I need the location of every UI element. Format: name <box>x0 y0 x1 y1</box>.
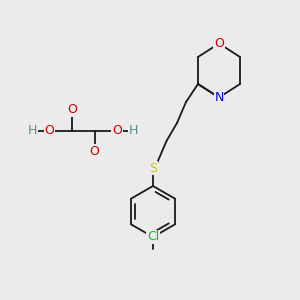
Text: S: S <box>149 161 157 175</box>
Text: O: O <box>67 103 77 116</box>
Text: O: O <box>90 145 99 158</box>
Text: Cl: Cl <box>147 230 159 244</box>
Text: O: O <box>214 37 224 50</box>
Text: O: O <box>45 124 54 137</box>
Text: H: H <box>129 124 138 137</box>
Text: H: H <box>28 124 37 137</box>
Text: N: N <box>214 91 224 104</box>
Text: O: O <box>112 124 122 137</box>
